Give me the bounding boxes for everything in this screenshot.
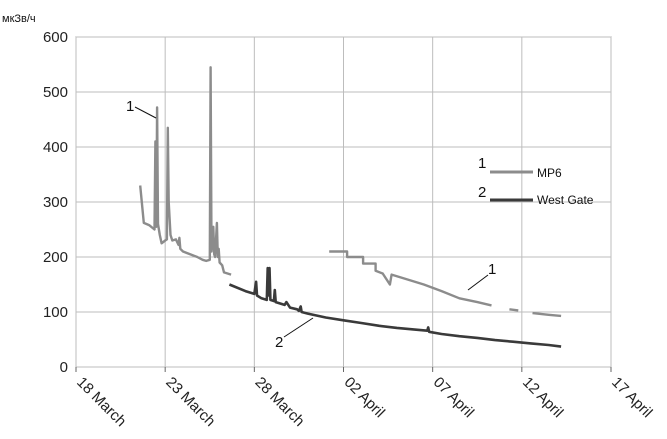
annotation-leader-1-late (467, 274, 489, 291)
annotation-label-1-early: 1 (126, 98, 134, 115)
x-tick-label: 28 March (252, 374, 308, 430)
series-line-mp6-segment-2 (329, 250, 492, 307)
y-tick-label: 400 (43, 139, 68, 156)
y-tick-label: 100 (43, 304, 68, 321)
annotation-label-2: 2 (275, 334, 283, 351)
x-tick-label: 12 April (519, 374, 566, 421)
y-tick-label: 500 (43, 84, 68, 101)
y-tick-label: 0 (60, 359, 68, 376)
annotation-label-1-late: 1 (488, 261, 496, 278)
annotation-leader-1-early (134, 106, 157, 119)
series-line-west-gate-segment-1 (228, 266, 562, 348)
series-line-mp6-segment-1 (139, 66, 232, 276)
series-line-mp6-segment-4 (532, 311, 562, 318)
x-tick-label: 02 April (341, 374, 388, 421)
x-tick-label: 07 April (430, 374, 477, 421)
annotation-leader-2 (283, 317, 314, 338)
legend-number-2: 2 (478, 184, 486, 201)
y-tick-label: 200 (43, 249, 68, 266)
x-tick-label: 23 March (162, 374, 218, 430)
legend-number-1: 1 (478, 155, 486, 172)
annotations: 1 1 2 (126, 98, 496, 351)
series-layer (139, 66, 562, 348)
y-tick-label: 300 (43, 194, 68, 211)
legend-label-west-gate: West Gate (537, 193, 594, 207)
legend-label-mp6: MP6 (537, 166, 562, 180)
legend: 1 MP6 2 West Gate (478, 155, 594, 207)
series-line-mp6-segment-3 (509, 308, 519, 312)
x-tick-label: 17 April (608, 374, 655, 421)
x-tick-label: 18 March (73, 374, 129, 430)
y-axis-unit-label: мкЗв/ч (2, 13, 36, 25)
y-tick-label: 600 (43, 29, 68, 46)
x-axis: 18 March 23 March 28 March 02 April 07 April… (73, 367, 656, 430)
y-axis: 0 100 200 300 400 500 600 (43, 29, 68, 376)
